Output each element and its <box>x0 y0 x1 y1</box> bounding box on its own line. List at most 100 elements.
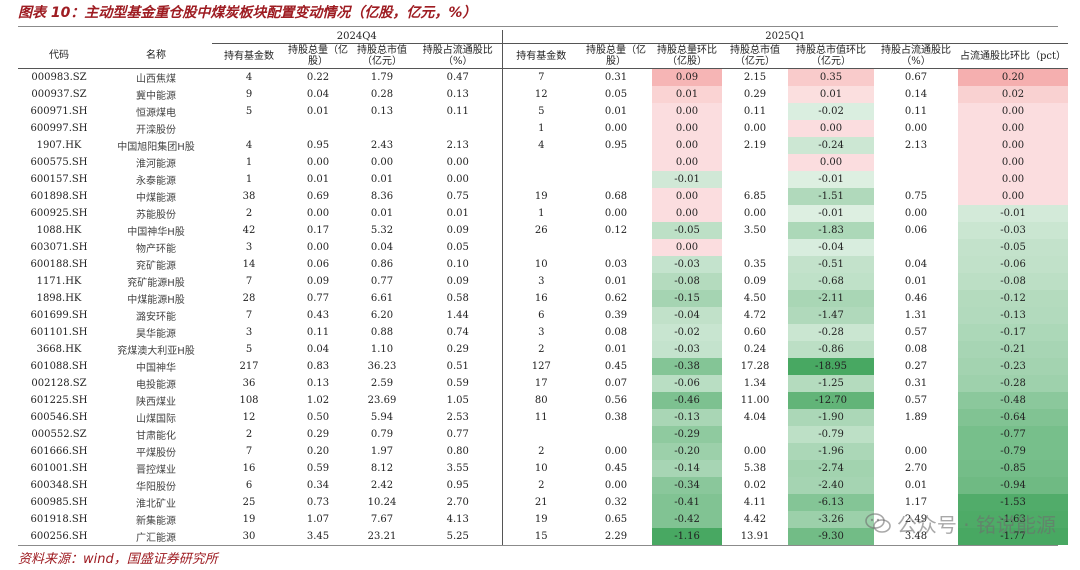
table-cell: -6.13 <box>788 494 875 511</box>
table-row: 601898.SH 中煤能源 38 0.69 8.36 0.75 19 0.68 0.00 6.8… <box>18 188 1069 205</box>
table-cell: 0.56 <box>604 395 628 406</box>
table-cell: 42 <box>242 225 256 236</box>
table-cell: 8.12 <box>370 463 394 474</box>
stock-name: 兖矿能源H股 <box>127 278 185 289</box>
table-cell: 0.34 <box>306 480 330 491</box>
table-cell: -0.23 <box>958 358 1069 375</box>
stock-code: 3668.HK <box>36 344 82 355</box>
table-cell: 17 <box>501 375 581 392</box>
table-cell: 11 <box>501 409 581 426</box>
table-cell: -0.20 <box>652 443 723 460</box>
table-cell: -0.01 <box>788 205 875 222</box>
table-cell: 2.53 <box>446 412 469 423</box>
table-cell: 4.42 <box>743 514 767 525</box>
table-cell: 0.00 <box>306 157 330 168</box>
table-cell: 0.00 <box>743 208 767 219</box>
table-cell: 6.61 <box>370 293 394 304</box>
table-cell: 3 <box>501 273 581 290</box>
stock-code: 600997.SH <box>30 123 88 134</box>
table-cell: -0.08 <box>958 273 1069 290</box>
stock-code: 600256.SH <box>30 531 88 542</box>
stock-code: 1171.HK <box>36 276 82 287</box>
table-cell: 4.13 <box>446 514 469 525</box>
stock-name: 永泰能源 <box>136 176 176 187</box>
table-cell: 0.05 <box>604 89 628 100</box>
table-cell: 0.32 <box>604 497 628 508</box>
stock-code: 601101.SH <box>30 327 88 338</box>
table-cell: 0.09 <box>446 225 469 236</box>
table-cell: 6.85 <box>743 191 767 202</box>
table-cell: 0.75 <box>904 191 928 202</box>
table-cell: 0.47 <box>446 72 469 83</box>
group-2024q4: 2024Q4 <box>212 30 503 44</box>
stock-code: 000983.SZ <box>31 72 87 83</box>
table-cell: -1.51 <box>788 188 875 205</box>
table-cell: 0.86 <box>370 259 394 270</box>
table-cell <box>580 171 652 188</box>
table-cell: 0.46 <box>904 293 928 304</box>
table-cell: 0.00 <box>604 123 628 134</box>
table-cell: 1.10 <box>370 344 394 355</box>
column-header: 持有基金数 <box>501 43 581 69</box>
table-cell: 38 <box>242 191 256 202</box>
table-row: 600925.SH 苏能股份 2 0.00 0.01 0.01 1 0.00 0.00 0.00 -… <box>18 205 1069 222</box>
table-cell: 0.00 <box>743 446 767 457</box>
table-cell: -1.25 <box>788 375 875 392</box>
table-cell: 0.10 <box>446 259 469 270</box>
table-cell: 12 <box>242 412 256 423</box>
table-cell: 7 <box>501 68 581 86</box>
table-cell: -0.01 <box>652 171 723 188</box>
table-cell: -0.13 <box>652 409 723 426</box>
table-cell: 0.00 <box>788 120 875 137</box>
table-cell: 0.79 <box>370 429 394 440</box>
table-cell: 2.13 <box>446 140 469 151</box>
table-cell: 0.29 <box>743 89 767 100</box>
stock-code: 600188.SH <box>30 259 88 270</box>
table-cell: -2.74 <box>788 460 875 477</box>
table-cell: -0.51 <box>788 256 875 273</box>
table-cell: 0.00 <box>904 208 928 219</box>
table-cell <box>580 239 652 256</box>
table-cell: 0.35 <box>743 259 767 270</box>
stock-name: 淮河能源 <box>136 159 176 170</box>
table-cell: -3.26 <box>788 511 875 528</box>
table-cell: 0.04 <box>306 89 330 100</box>
figure-title: 图表 10：主动型基金重仓股中煤炭板块配置变动情况（亿股，亿元，%） <box>18 5 477 21</box>
table-cell: 0.01 <box>370 174 394 185</box>
stock-name: 淮北矿业 <box>136 499 176 510</box>
header-row: 代码 名称 持有基金数 持股总量（亿股） 持股总市值（亿元） 持股占流通股比（%… <box>18 43 1069 69</box>
table-cell: 0.00 <box>743 123 767 134</box>
table-cell: 4.50 <box>743 293 767 304</box>
table-cell: 16 <box>242 463 256 474</box>
table-row: 1898.HK 中煤能源H股 28 0.77 6.61 0.58 16 0.62 -0.15 4.… <box>18 290 1069 307</box>
stock-code: 600575.SH <box>30 157 88 168</box>
table-cell: 7 <box>245 276 253 287</box>
table-cell: 10 <box>501 460 581 477</box>
table-cell: 0.00 <box>306 242 330 253</box>
table-row: 600157.SH 永泰能源 1 0.01 0.01 0.00 -0.01 -0.01 0.00 <box>18 171 1069 188</box>
table-row: 000983.SZ 山西焦煤 4 0.22 1.79 0.47 7 0.31 0.09 2.15 0… <box>18 68 1069 86</box>
table-cell: 0.58 <box>446 293 469 304</box>
table-cell: 0.27 <box>904 361 928 372</box>
table-cell: 2.70 <box>904 463 928 474</box>
stock-code: 603071.SH <box>30 242 88 253</box>
table-cell <box>874 154 958 171</box>
table-cell: -0.79 <box>788 426 875 443</box>
table-cell: 0.20 <box>958 68 1069 86</box>
table-cell: -0.17 <box>958 324 1069 341</box>
table-cell: 0.05 <box>446 242 469 253</box>
table-cell: 2 <box>245 208 253 219</box>
column-header: 持股总量（亿股） <box>286 43 350 69</box>
table-cell: 2.70 <box>446 497 469 508</box>
table-cell: -0.46 <box>652 392 723 409</box>
table-cell: -0.05 <box>652 222 723 239</box>
table-row: 3668.HK 兖煤澳大利亚H股 5 0.04 1.10 0.29 2 0.01 -0.03 0.… <box>18 341 1069 358</box>
table-cell: 7 <box>245 310 253 321</box>
table-cell: 2.59 <box>370 378 394 389</box>
table-cell: 0.00 <box>958 137 1069 154</box>
table-cell: 0.09 <box>306 276 330 287</box>
table-cell: 2.49 <box>904 514 928 525</box>
source-note: 资料来源：wind，国盛证券研究所 <box>18 552 218 567</box>
table-cell <box>350 120 414 137</box>
stock-code: 601898.SH <box>30 191 88 202</box>
